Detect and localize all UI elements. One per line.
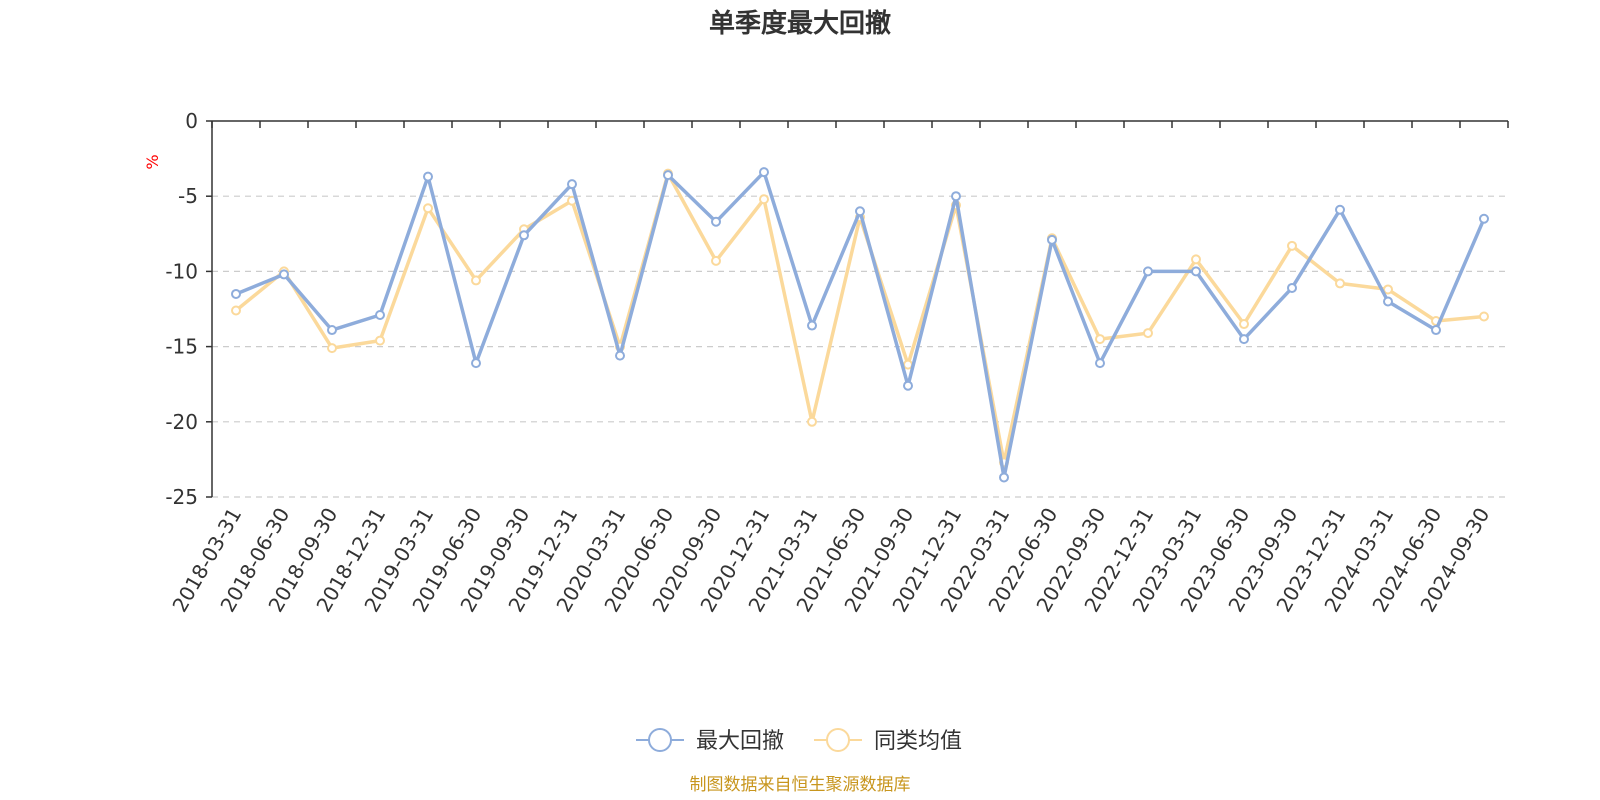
data-point <box>1431 325 1441 336</box>
data-point <box>807 320 817 331</box>
data-point <box>1335 278 1345 289</box>
legend-marker <box>648 728 672 752</box>
data-point <box>231 305 241 316</box>
y-axis: 0 -5 -10 -15 -20 -25 <box>165 109 213 509</box>
y-tick-label: -15 <box>165 335 198 359</box>
y-tick-label: -25 <box>165 485 198 509</box>
data-point <box>711 255 721 266</box>
data-point <box>375 310 385 321</box>
data-point <box>711 216 721 227</box>
data-point <box>1383 296 1393 307</box>
series-layer <box>231 167 1489 483</box>
data-point <box>279 269 289 280</box>
data-point <box>519 230 529 241</box>
data-point <box>855 206 865 217</box>
y-tick-label: -20 <box>165 410 198 434</box>
legend: 最大回撤 同类均值 <box>636 728 962 754</box>
data-point <box>1143 266 1153 277</box>
legend-label: 最大回撤 <box>696 729 784 754</box>
data-point <box>1335 204 1345 215</box>
series-1 <box>231 167 1489 483</box>
data-point <box>663 170 673 181</box>
data-point <box>1287 282 1297 293</box>
data-point <box>1383 284 1393 295</box>
data-point <box>1191 254 1201 265</box>
data-point <box>903 359 913 370</box>
legend-item-1: 最大回撤 <box>636 728 784 754</box>
data-point <box>999 472 1009 483</box>
data-point <box>1095 358 1105 369</box>
data-point <box>903 380 913 391</box>
data-point <box>759 194 769 205</box>
y-tick-label: -10 <box>165 259 198 283</box>
grid-lines <box>212 195 1508 498</box>
data-point <box>759 167 769 178</box>
data-point <box>471 358 481 369</box>
source-note: 制图数据来自恒生聚源数据库 <box>690 775 911 795</box>
y-axis-unit-label: % <box>143 154 162 169</box>
data-point <box>567 179 577 190</box>
data-point <box>1095 334 1105 345</box>
data-point <box>951 191 961 202</box>
data-point <box>231 288 241 299</box>
data-point <box>327 325 337 336</box>
data-point <box>471 275 481 286</box>
x-axis: 2018-03-312018-06-302018-09-302018-12-31… <box>167 120 1509 616</box>
data-point <box>807 416 817 427</box>
data-point <box>423 171 433 182</box>
y-tick-label: 0 <box>185 109 198 133</box>
data-point <box>327 343 337 354</box>
legend-marker <box>826 728 850 752</box>
data-point <box>1287 240 1297 251</box>
data-point <box>1239 319 1249 330</box>
data-point <box>1239 334 1249 345</box>
data-point <box>1479 311 1489 322</box>
data-point <box>1479 213 1489 224</box>
legend-label: 同类均值 <box>874 729 962 754</box>
legend-item-2: 同类均值 <box>814 728 962 754</box>
data-point <box>375 335 385 346</box>
data-point <box>615 350 625 361</box>
data-point <box>1191 266 1201 277</box>
data-point <box>1143 328 1153 339</box>
y-tick-label: -5 <box>178 184 198 208</box>
data-point <box>1047 234 1057 245</box>
data-point <box>423 203 433 214</box>
chart-title: 单季度最大回撤 <box>709 8 891 39</box>
